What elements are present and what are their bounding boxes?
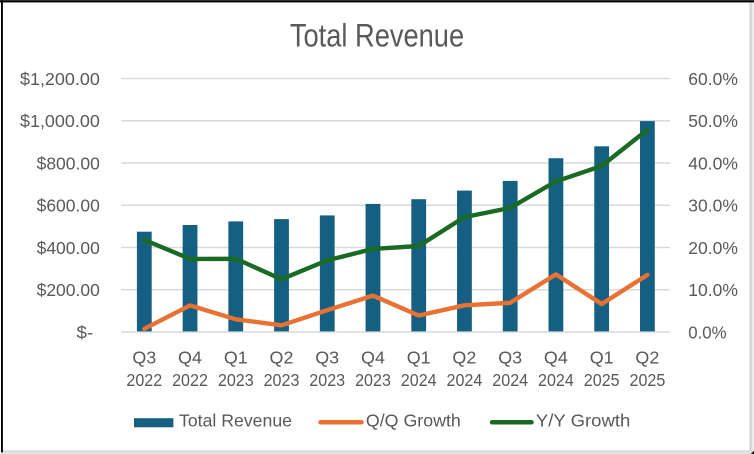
svg-text:2025: 2025	[584, 370, 620, 390]
svg-text:2023: 2023	[309, 370, 345, 390]
svg-text:2022: 2022	[172, 370, 208, 390]
svg-text:2025: 2025	[630, 370, 666, 390]
svg-text:50.0%: 50.0%	[688, 111, 738, 131]
svg-text:2023: 2023	[264, 370, 300, 390]
svg-text:30.0%: 30.0%	[688, 196, 738, 216]
svg-text:Q4: Q4	[178, 348, 202, 368]
svg-text:Total Revenue: Total Revenue	[290, 18, 464, 54]
svg-text:$1,200.00: $1,200.00	[20, 69, 100, 89]
svg-text:Q1: Q1	[224, 348, 248, 368]
svg-text:Q2: Q2	[635, 348, 659, 368]
svg-text:Q/Q Growth: Q/Q Growth	[366, 410, 461, 430]
svg-text:0.0%: 0.0%	[688, 322, 726, 342]
svg-text:2022: 2022	[126, 370, 162, 390]
svg-text:$-: $-	[77, 322, 94, 342]
svg-text:40.0%: 40.0%	[688, 153, 738, 173]
svg-text:10.0%: 10.0%	[688, 280, 738, 300]
svg-text:Q2: Q2	[452, 348, 476, 368]
svg-text:Q2: Q2	[270, 348, 294, 368]
svg-text:2024: 2024	[538, 370, 574, 390]
svg-text:Q4: Q4	[544, 348, 568, 368]
svg-text:60.0%: 60.0%	[688, 69, 738, 89]
svg-text:Q3: Q3	[498, 348, 522, 368]
svg-text:2023: 2023	[218, 370, 254, 390]
svg-text:$600.00: $600.00	[37, 196, 100, 216]
svg-text:Q3: Q3	[132, 348, 156, 368]
svg-text:$1,000.00: $1,000.00	[20, 111, 100, 131]
svg-text:Q3: Q3	[315, 348, 339, 368]
svg-text:Q1: Q1	[590, 348, 614, 368]
svg-text:2024: 2024	[401, 370, 437, 390]
svg-text:Total Revenue: Total Revenue	[179, 410, 292, 430]
svg-text:2024: 2024	[492, 370, 528, 390]
svg-text:Y/Y Growth: Y/Y Growth	[536, 410, 630, 430]
svg-text:$800.00: $800.00	[37, 153, 100, 173]
svg-text:$200.00: $200.00	[37, 280, 100, 300]
svg-text:2023: 2023	[355, 370, 391, 390]
svg-text:Q4: Q4	[361, 348, 385, 368]
svg-text:$400.00: $400.00	[37, 238, 100, 258]
svg-text:Q1: Q1	[407, 348, 431, 368]
svg-text:2024: 2024	[447, 370, 483, 390]
svg-text:20.0%: 20.0%	[688, 238, 738, 258]
